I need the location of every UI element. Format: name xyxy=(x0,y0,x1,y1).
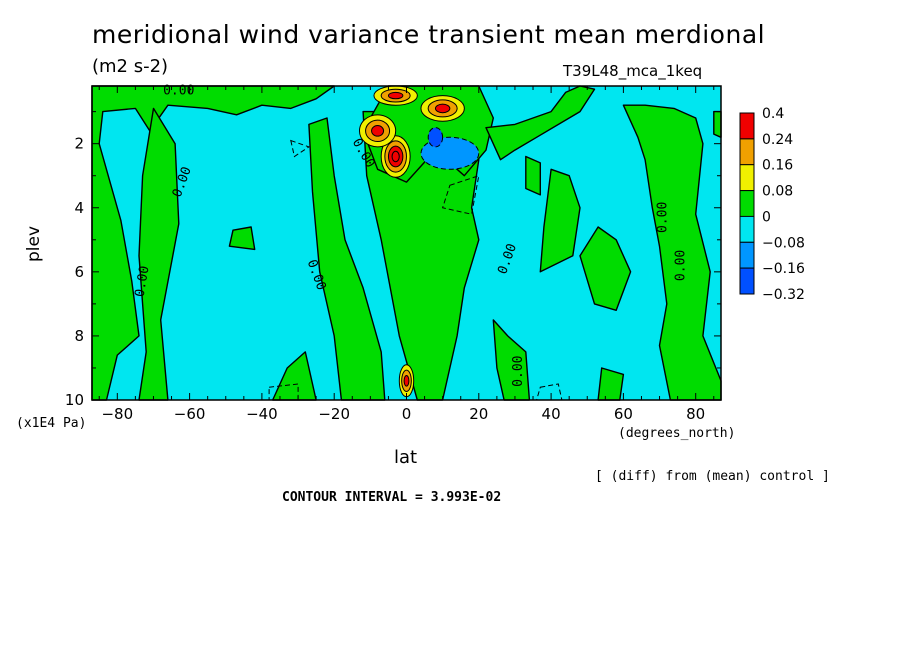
colorbar-swatch xyxy=(739,267,755,295)
y-tick-label: 10 xyxy=(65,391,84,409)
contour-region-positive xyxy=(597,367,625,401)
contour-line-negative xyxy=(290,139,311,158)
contour-label: 0.00 xyxy=(656,202,671,233)
colorbar-label: 0.08 xyxy=(762,184,793,200)
run-label: T39L48_mca_1keq xyxy=(563,62,703,80)
contour-label: 0.00 xyxy=(163,83,194,98)
y-tick-label: 6 xyxy=(74,263,84,281)
contour-maximum xyxy=(387,91,404,100)
contour-label: 0.00 xyxy=(674,250,689,281)
colorbar-swatch xyxy=(739,241,755,269)
colorbar-label: 0.16 xyxy=(762,158,793,174)
colorbar-swatch xyxy=(739,164,755,192)
x-tick-label: 40 xyxy=(542,405,561,423)
y-axis-unit: (x1E4 Pa) xyxy=(16,416,87,431)
colorbar-swatch xyxy=(739,190,755,218)
colorbar-label: −0.32 xyxy=(762,287,805,303)
contour-region-positive xyxy=(228,226,256,251)
contour-interval: CONTOUR INTERVAL = 3.993E-02 xyxy=(282,490,502,505)
colorbar-swatch xyxy=(739,138,755,166)
x-tick-label: −80 xyxy=(101,405,133,423)
x-tick-label: 0 xyxy=(402,405,412,423)
y-axis-label: plev xyxy=(24,225,44,262)
diff-note: [ (diff) from (mean) control ] xyxy=(595,469,830,484)
contour-minimum xyxy=(427,127,444,148)
colorbar-label: 0.4 xyxy=(762,106,784,122)
contour-region-positive xyxy=(525,155,541,196)
contour-maximum xyxy=(403,374,410,387)
y-tick-label: 4 xyxy=(74,199,84,217)
contour-region-positive xyxy=(713,110,722,139)
colorbar-label: −0.16 xyxy=(762,261,805,277)
y-tick-label: 8 xyxy=(74,327,84,345)
contour-maximum xyxy=(391,150,400,163)
contour-region-positive xyxy=(485,85,596,161)
colorbar-label: 0.24 xyxy=(762,132,793,148)
x-tick-label: −20 xyxy=(318,405,350,423)
contour-maximum xyxy=(371,125,385,137)
x-tick-label: −40 xyxy=(246,405,278,423)
contour-maximum xyxy=(434,103,451,114)
contour-region-positive xyxy=(91,85,335,401)
contour-line-negative xyxy=(268,383,299,401)
contour-line-negative xyxy=(441,174,480,215)
colorbar-swatch xyxy=(739,112,755,140)
x-axis-label: lat xyxy=(394,447,418,468)
x-tick-label: 60 xyxy=(614,405,633,423)
contour-label: 0.00 xyxy=(511,356,526,387)
colorbar-label: −0.08 xyxy=(762,235,805,251)
x-tick-label: −60 xyxy=(174,405,206,423)
x-axis-unit: (degrees_north) xyxy=(618,426,736,441)
colorbar-label: 0 xyxy=(762,209,771,225)
x-tick-label: 20 xyxy=(469,405,488,423)
colorbar-swatch xyxy=(739,215,755,243)
contour-label: 0.00 xyxy=(133,265,153,298)
chart-title: meridional wind variance transient mean … xyxy=(92,20,766,49)
contour-region-positive xyxy=(579,226,632,311)
y-tick-label: 2 xyxy=(74,135,84,153)
chart-units: (m2 s-2) xyxy=(92,56,169,77)
contour-region-positive xyxy=(539,168,581,273)
x-tick-label: 80 xyxy=(686,405,705,423)
